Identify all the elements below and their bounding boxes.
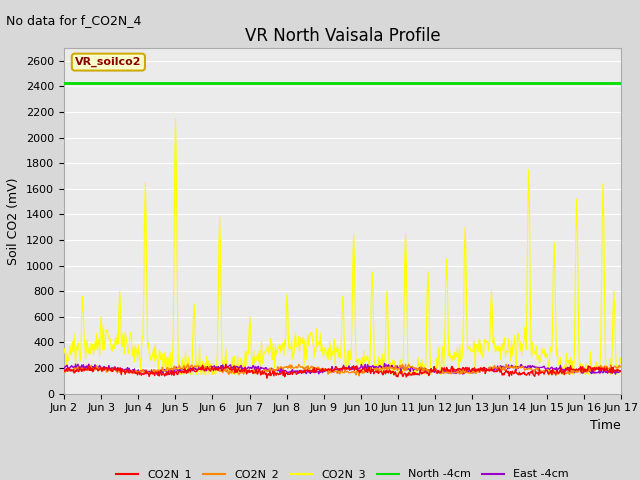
CO2N_1 — [214, 366, 221, 372]
East -4cm — [381, 360, 388, 366]
East -4cm — [617, 369, 625, 374]
CO2N_2 — [60, 367, 68, 373]
CO2N_2 — [185, 365, 193, 371]
CO2N_3 — [412, 368, 419, 373]
East -4cm — [428, 367, 436, 372]
North -4cm — [184, 80, 192, 85]
CO2N_1 — [412, 372, 419, 377]
CO2N_2 — [127, 370, 135, 376]
North -4cm — [426, 80, 434, 85]
East -4cm — [412, 366, 419, 372]
Text: VR_soilco2: VR_soilco2 — [75, 57, 141, 67]
Text: No data for f_CO2N_4: No data for f_CO2N_4 — [6, 14, 142, 27]
CO2N_2 — [428, 367, 436, 372]
North -4cm — [617, 80, 625, 85]
CO2N_1 — [428, 369, 436, 375]
Line: East -4cm: East -4cm — [64, 363, 621, 374]
Legend: CO2N_1, CO2N_2, CO2N_3, North -4cm, East -4cm: CO2N_1, CO2N_2, CO2N_3, North -4cm, East… — [112, 465, 573, 480]
East -4cm — [60, 366, 68, 372]
CO2N_2 — [412, 366, 419, 372]
East -4cm — [127, 369, 135, 375]
CO2N_3 — [186, 370, 193, 376]
Line: CO2N_3: CO2N_3 — [64, 119, 621, 374]
CO2N_1 — [222, 361, 230, 367]
East -4cm — [214, 364, 222, 370]
CO2N_3 — [127, 333, 135, 338]
CO2N_1 — [127, 369, 135, 374]
CO2N_2 — [184, 361, 192, 367]
CO2N_3 — [428, 367, 436, 373]
CO2N_1 — [184, 370, 192, 375]
North -4cm — [70, 80, 78, 85]
CO2N_3 — [172, 116, 179, 121]
X-axis label: Time: Time — [590, 419, 621, 432]
CO2N_3 — [70, 331, 78, 336]
East -4cm — [185, 366, 193, 372]
North -4cm — [410, 80, 418, 85]
CO2N_3 — [617, 360, 625, 366]
CO2N_3 — [215, 243, 223, 249]
CO2N_2 — [355, 373, 363, 379]
CO2N_2 — [214, 367, 222, 372]
CO2N_3 — [60, 350, 68, 356]
Title: VR North Vaisala Profile: VR North Vaisala Profile — [244, 27, 440, 45]
CO2N_1 — [70, 370, 78, 376]
North -4cm — [127, 80, 135, 85]
CO2N_3 — [155, 372, 163, 377]
East -4cm — [136, 372, 144, 377]
CO2N_2 — [70, 368, 78, 374]
Line: CO2N_1: CO2N_1 — [64, 364, 621, 378]
CO2N_1 — [617, 369, 625, 374]
CO2N_1 — [263, 375, 271, 381]
CO2N_2 — [617, 364, 625, 370]
North -4cm — [60, 80, 68, 85]
Line: CO2N_2: CO2N_2 — [64, 364, 621, 376]
CO2N_1 — [60, 368, 68, 373]
Y-axis label: Soil CO2 (mV): Soil CO2 (mV) — [8, 177, 20, 264]
North -4cm — [214, 80, 221, 85]
East -4cm — [70, 364, 78, 370]
